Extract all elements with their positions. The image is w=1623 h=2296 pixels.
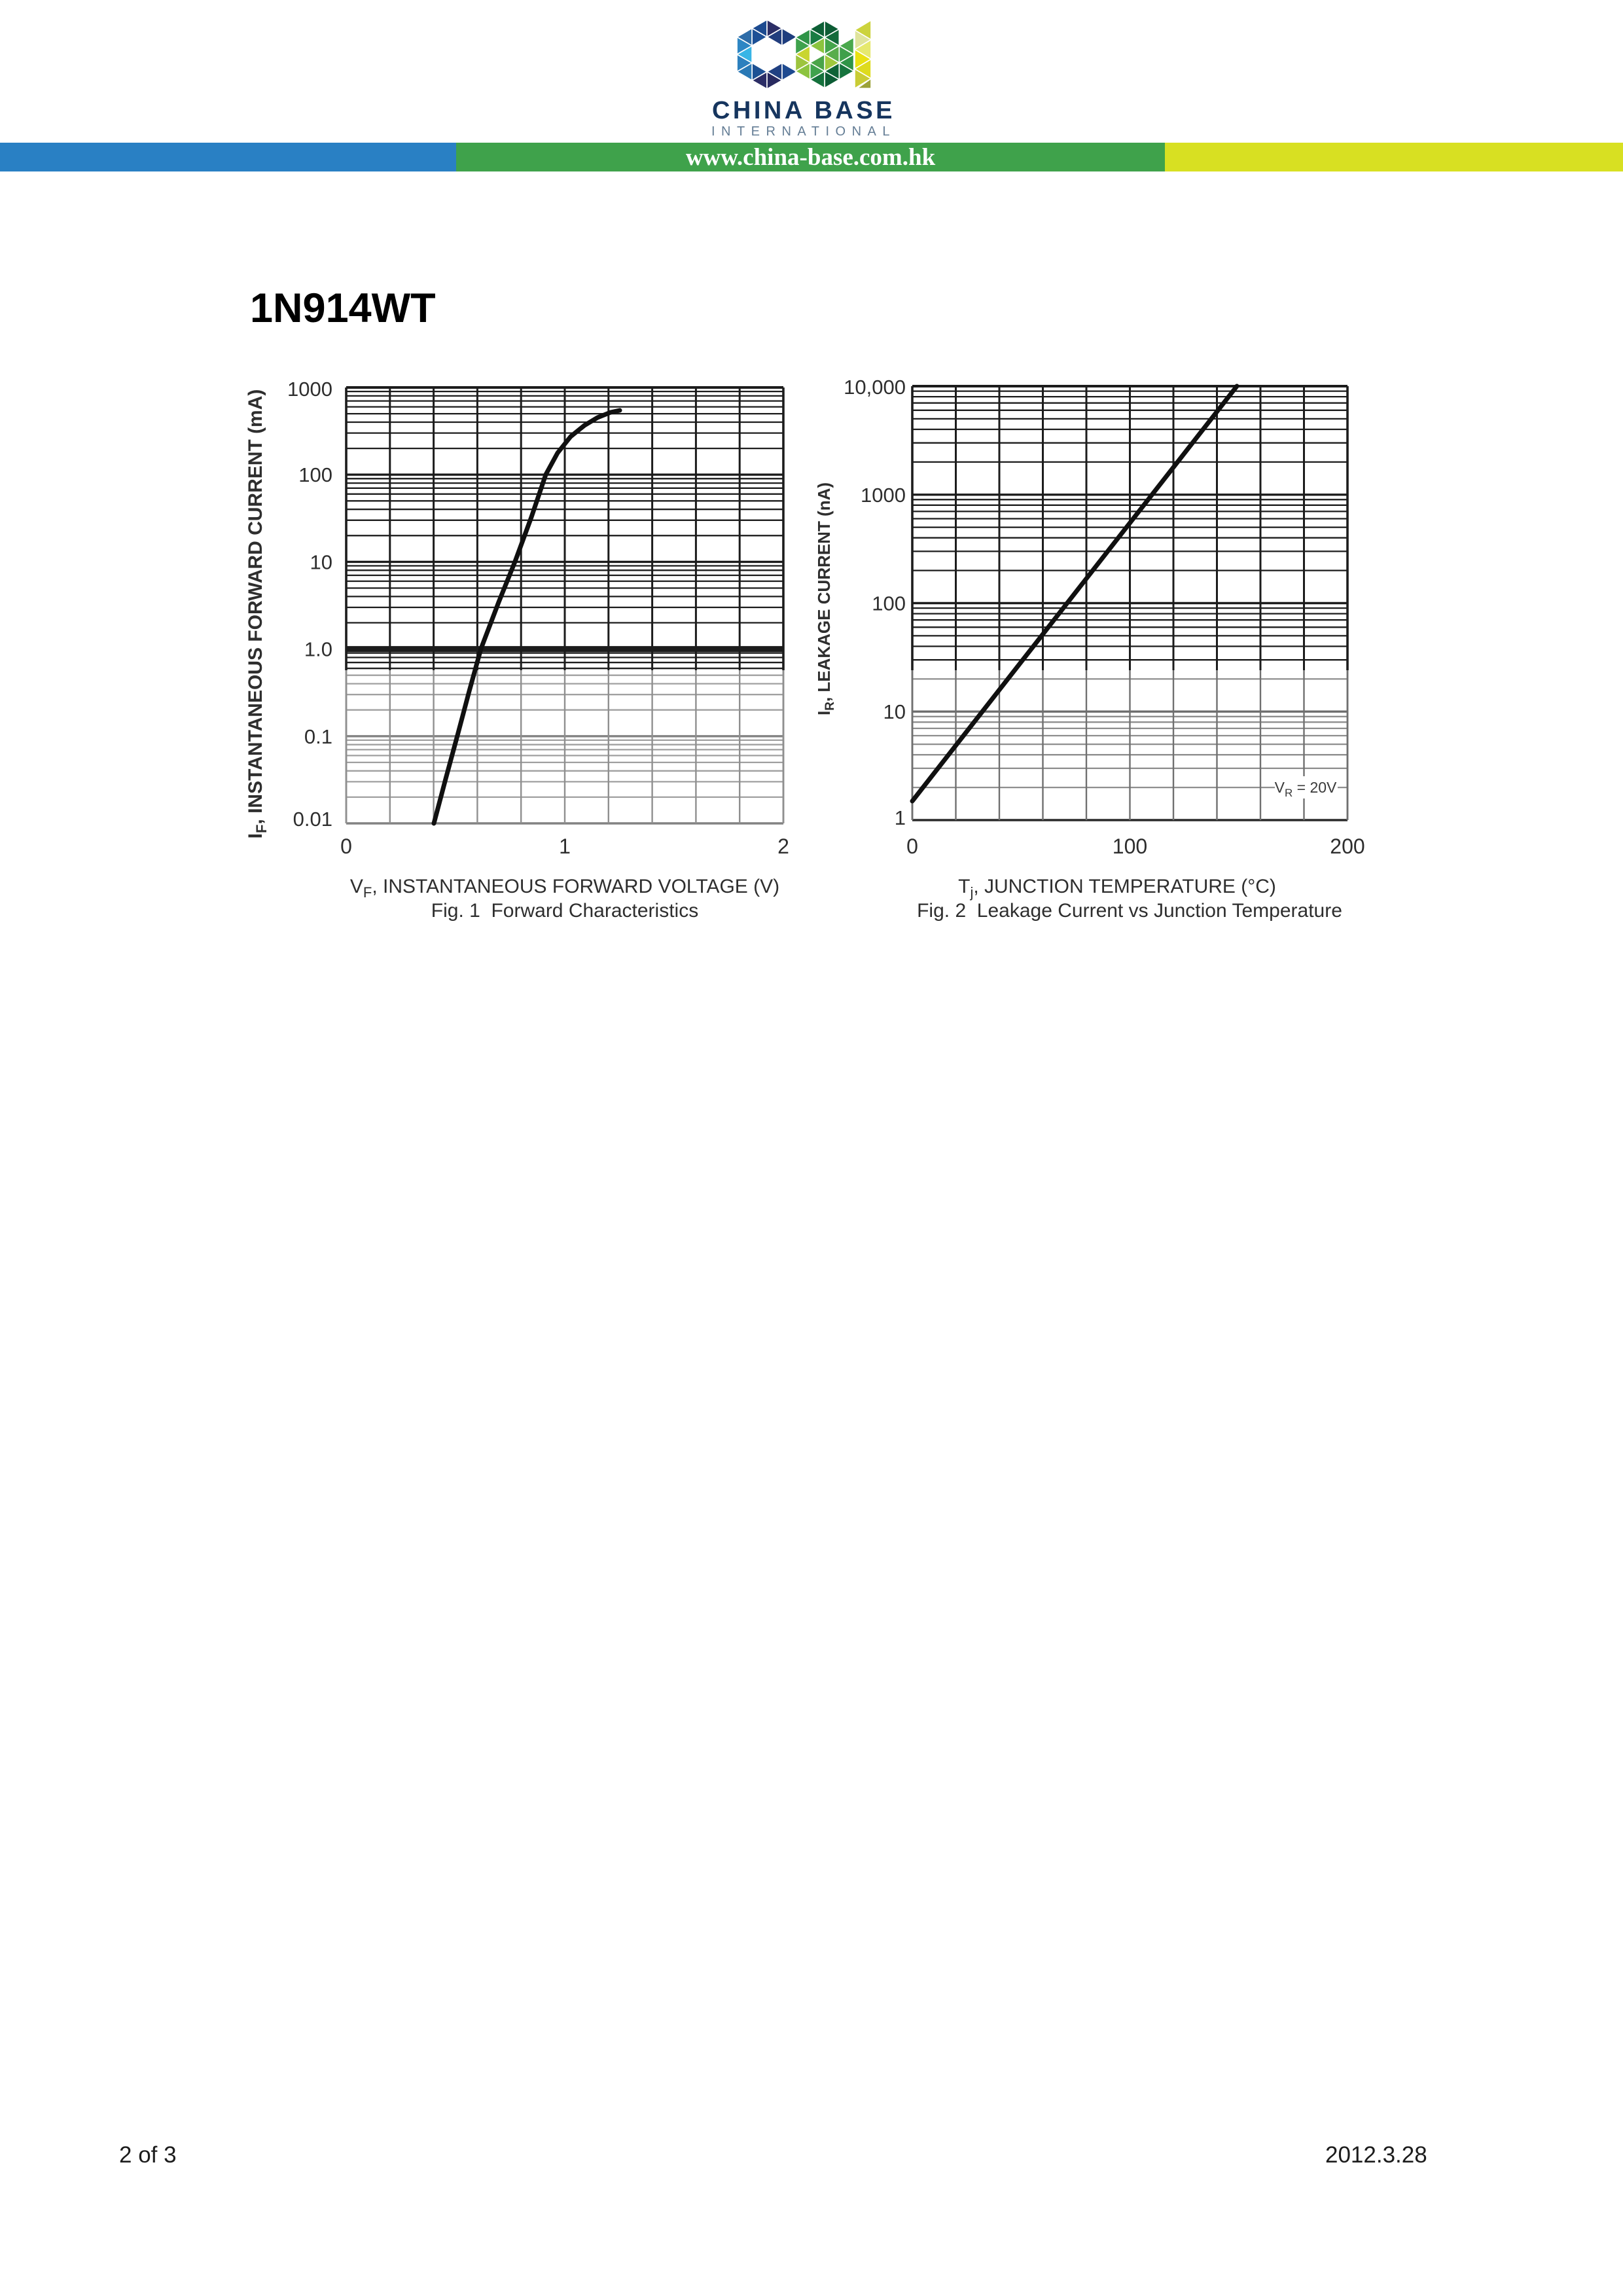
svg-text:Fig. 2 Leakage Current vs Jun: Fig. 2 Leakage Current vs Junction Tempe… [917, 900, 1342, 922]
svg-text:IF, INSTANTANEOUS FORWARD CURR: IF, INSTANTANEOUS FORWARD CURRENT (mA) [245, 389, 270, 839]
svg-text:100: 100 [1113, 834, 1147, 858]
svg-text:1000: 1000 [861, 484, 906, 507]
svg-text:1.0: 1.0 [304, 638, 332, 661]
svg-text:100: 100 [872, 592, 906, 615]
svg-text:0: 0 [906, 834, 918, 858]
svg-text:0.1: 0.1 [304, 725, 332, 748]
svg-text:1: 1 [559, 834, 571, 858]
svg-text:10: 10 [883, 700, 906, 723]
svg-text:IR, LEAKAGE CURRENT (nA): IR, LEAKAGE CURRENT (nA) [814, 482, 837, 715]
svg-text:VR = 20V: VR = 20V [1275, 779, 1337, 799]
svg-text:Fig. 1 Forward Characteristic: Fig. 1 Forward Characteristics [431, 900, 698, 922]
svg-text:1: 1 [895, 806, 906, 829]
svg-text:VF, INSTANTANEOUS FORWARD VOLT: VF, INSTANTANEOUS FORWARD VOLTAGE (V) [350, 876, 779, 901]
svg-text:Tj, JUNCTION TEMPERATURE (°C): Tj, JUNCTION TEMPERATURE (°C) [958, 876, 1276, 901]
svg-text:200: 200 [1330, 834, 1364, 858]
svg-text:2: 2 [777, 834, 789, 858]
svg-text:100: 100 [298, 463, 332, 486]
svg-text:10: 10 [310, 550, 332, 573]
svg-text:1000: 1000 [287, 378, 332, 401]
svg-text:0.01: 0.01 [293, 808, 332, 831]
svg-text:0: 0 [340, 834, 352, 858]
svg-text:10,000: 10,000 [844, 376, 906, 399]
